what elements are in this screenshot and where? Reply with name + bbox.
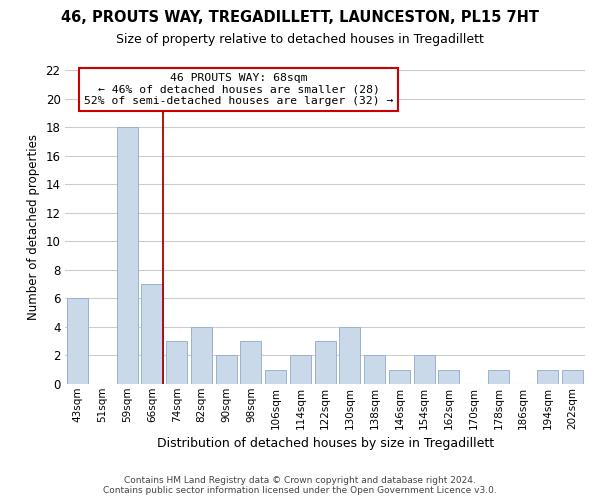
X-axis label: Distribution of detached houses by size in Tregadillett: Distribution of detached houses by size …	[157, 437, 494, 450]
Bar	[562, 370, 583, 384]
Bar	[142, 284, 163, 384]
Text: Size of property relative to detached houses in Tregadillett: Size of property relative to detached ho…	[116, 32, 484, 46]
Bar	[413, 355, 434, 384]
Bar	[216, 355, 237, 384]
Bar	[364, 355, 385, 384]
Bar	[439, 370, 460, 384]
Bar	[538, 370, 559, 384]
Bar	[117, 127, 138, 384]
Bar	[191, 326, 212, 384]
Bar	[290, 355, 311, 384]
Text: 46, PROUTS WAY, TREGADILLETT, LAUNCESTON, PL15 7HT: 46, PROUTS WAY, TREGADILLETT, LAUNCESTON…	[61, 10, 539, 25]
Y-axis label: Number of detached properties: Number of detached properties	[27, 134, 40, 320]
Bar	[166, 341, 187, 384]
Text: 46 PROUTS WAY: 68sqm
← 46% of detached houses are smaller (28)
52% of semi-detac: 46 PROUTS WAY: 68sqm ← 46% of detached h…	[84, 73, 393, 106]
Bar	[488, 370, 509, 384]
Bar	[241, 341, 262, 384]
Bar	[67, 298, 88, 384]
Bar	[389, 370, 410, 384]
Bar	[314, 341, 336, 384]
Bar	[265, 370, 286, 384]
Text: Contains HM Land Registry data © Crown copyright and database right 2024.
Contai: Contains HM Land Registry data © Crown c…	[103, 476, 497, 495]
Bar	[340, 326, 361, 384]
